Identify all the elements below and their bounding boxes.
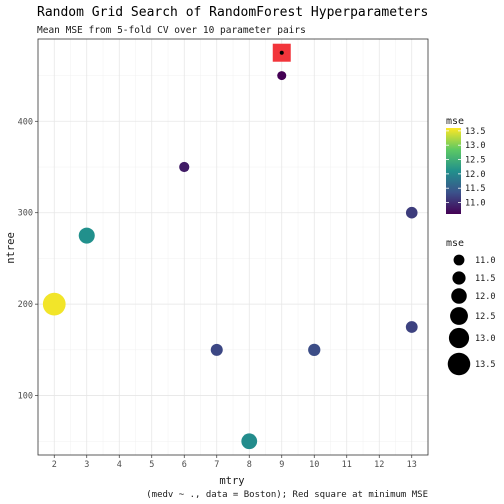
color-legend-label: 12.5 [465,156,485,166]
chart-title: Random Grid Search of RandomForest Hyper… [37,5,428,20]
x-tick-label: 3 [84,460,89,470]
data-point [405,321,418,333]
size-legend-symbol [447,352,471,376]
chart-caption: (medv ~ ., data = Boston); Red square at… [146,490,428,500]
data-point [210,343,223,356]
y-tick-label: 300 [18,209,33,219]
size-legend-label: 13.0 [475,334,495,344]
color-legend-label: 13.0 [465,141,485,151]
size-legend-symbol [453,254,465,266]
grid-major [38,39,428,455]
color-legend-label: 13.5 [465,127,485,137]
data-point [405,206,418,219]
color-legend-bar [446,128,461,214]
size-legend-label: 12.0 [475,292,495,302]
size-legend-label: 11.5 [475,274,495,284]
x-tick-label: 9 [279,460,284,470]
chart-subtitle: Mean MSE from 5-fold CV over 10 paramete… [37,25,306,36]
x-tick-label: 12 [374,460,384,470]
color-legend-ticks: 11.0 11.5 12.0 12.5 13.0 13.5 [446,127,485,209]
data-point [179,161,190,173]
size-legend-symbol [452,271,466,285]
size-legend-label: 11.0 [475,256,495,266]
size-legend-items: 11.0 11.5 12.0 12.5 13.0 13.5 [447,254,495,376]
plot-panel [37,38,429,456]
data-point [308,343,321,356]
size-legend: mse 11.0 11.5 12.0 12.5 13.0 13.5 [446,238,495,376]
size-legend-title: mse [446,238,464,249]
size-legend-symbol [450,307,468,325]
data-points [42,50,418,450]
size-legend-symbol [451,288,467,304]
size-legend-label: 13.5 [475,360,495,370]
color-legend: mse 11.0 11.5 12.0 12.5 13.0 13.5 [446,116,485,214]
color-legend-label: 12.0 [465,170,485,180]
y-tick-label: 400 [18,117,33,127]
color-legend-label: 11.5 [465,184,485,194]
x-axis-label: mtry [219,475,244,487]
x-tick-label: 6 [182,460,187,470]
size-legend-label: 12.5 [475,312,495,322]
data-point [42,292,66,316]
data-point [241,433,258,450]
data-point [78,227,95,244]
size-legend-symbol [448,327,470,349]
y-axis-label: ntree [5,232,17,264]
grid-minor [38,39,428,455]
data-point [279,50,284,55]
x-tick-label: 11 [342,460,352,470]
x-tick-label: 4 [117,460,122,470]
y-axis-ticks: 100 200 300 400 [18,117,38,402]
data-point [277,71,287,81]
x-tick-label: 10 [309,460,319,470]
x-axis-ticks: 2 3 4 5 6 7 8 9 10 11 12 13 [52,455,417,470]
color-legend-title: mse [446,116,464,127]
x-tick-label: 7 [214,460,219,470]
x-tick-label: 5 [149,460,154,470]
x-tick-label: 2 [52,460,57,470]
y-tick-label: 200 [18,300,33,310]
x-tick-label: 13 [407,460,417,470]
y-tick-label: 100 [18,392,33,402]
color-legend-label: 11.0 [465,199,485,209]
panel-border [37,38,429,456]
x-tick-label: 8 [247,460,252,470]
